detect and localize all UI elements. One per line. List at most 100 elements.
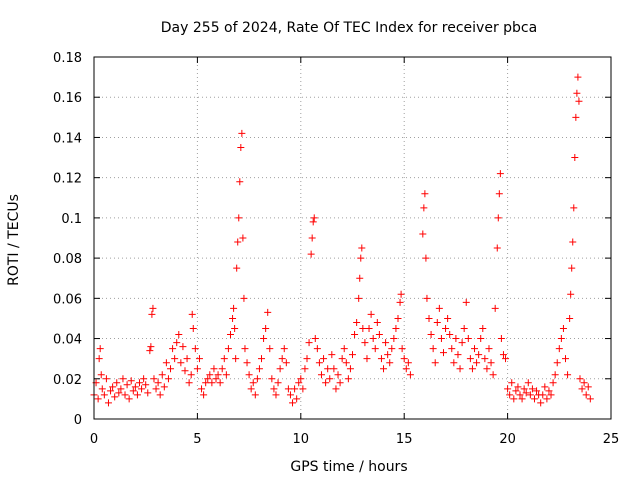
data-point xyxy=(512,387,520,395)
data-point xyxy=(460,325,468,332)
data-point xyxy=(202,379,210,387)
data-point xyxy=(162,359,170,367)
data-point xyxy=(111,393,119,401)
data-point xyxy=(147,343,155,351)
data-point xyxy=(142,381,150,389)
data-point xyxy=(195,355,203,363)
data-point xyxy=(245,371,253,379)
data-point xyxy=(150,375,158,383)
data-point xyxy=(233,264,241,272)
data-point xyxy=(425,314,433,322)
data-point xyxy=(320,355,328,363)
x-tick-label: 0 xyxy=(90,432,98,447)
y-tick-label: 0.18 xyxy=(53,51,82,66)
data-point xyxy=(123,381,131,389)
data-point xyxy=(584,383,592,391)
data-point xyxy=(266,345,274,353)
data-point xyxy=(127,377,135,385)
data-point xyxy=(97,371,105,379)
data-point xyxy=(420,204,428,212)
data-point xyxy=(456,365,464,373)
data-point xyxy=(559,325,567,332)
data-point xyxy=(504,385,512,393)
data-point xyxy=(148,310,156,318)
data-point xyxy=(429,345,437,353)
data-point xyxy=(322,379,330,387)
data-point xyxy=(497,335,505,343)
data-point xyxy=(363,355,371,363)
data-point xyxy=(210,365,218,373)
y-tick-label: 0.02 xyxy=(53,373,82,388)
data-point xyxy=(308,234,316,242)
data-point xyxy=(564,371,572,379)
data-point xyxy=(435,304,443,312)
data-point xyxy=(146,347,154,355)
y-tick-label: 0.16 xyxy=(53,91,82,106)
data-point xyxy=(340,345,348,353)
data-point xyxy=(96,345,104,353)
data-point xyxy=(293,395,301,403)
data-point xyxy=(218,365,226,373)
data-point xyxy=(149,304,157,312)
data-point xyxy=(138,385,146,393)
data-point xyxy=(200,391,208,399)
data-point xyxy=(502,355,510,363)
data-point xyxy=(220,355,228,363)
data-point xyxy=(365,325,373,332)
data-point xyxy=(183,355,191,363)
data-point xyxy=(241,345,249,353)
data-point xyxy=(384,351,392,359)
data-point xyxy=(156,391,164,399)
y-tick-label: 0.04 xyxy=(53,333,82,348)
data-point xyxy=(260,335,268,343)
data-point xyxy=(280,345,288,353)
data-point xyxy=(419,230,427,238)
data-point xyxy=(437,335,445,343)
data-point xyxy=(359,325,367,332)
data-point xyxy=(568,264,576,272)
data-point xyxy=(454,351,462,359)
data-point xyxy=(355,294,363,302)
data-point xyxy=(427,331,435,339)
data-point xyxy=(396,298,404,306)
data-point xyxy=(422,254,430,262)
data-point xyxy=(231,325,239,332)
data-point xyxy=(392,325,400,332)
data-point xyxy=(299,385,307,393)
data-point xyxy=(361,339,369,347)
data-point xyxy=(222,371,230,379)
data-point xyxy=(104,399,112,407)
data-point xyxy=(255,365,263,373)
data-point xyxy=(494,214,502,222)
data-point xyxy=(578,385,586,393)
data-point xyxy=(351,331,359,339)
data-point xyxy=(388,345,396,353)
data-point xyxy=(117,385,125,393)
data-point xyxy=(291,385,299,393)
data-point xyxy=(332,385,340,393)
data-point xyxy=(562,355,570,363)
data-point xyxy=(230,304,238,312)
data-point xyxy=(100,391,108,399)
data-point xyxy=(238,129,246,137)
data-point xyxy=(270,385,278,393)
data-point xyxy=(226,331,234,339)
data-point xyxy=(545,387,553,395)
data-point xyxy=(334,371,342,379)
data-point xyxy=(109,383,117,391)
data-point xyxy=(553,359,561,367)
data-point xyxy=(272,391,280,399)
data-points xyxy=(90,73,594,407)
data-point xyxy=(187,371,195,379)
data-point xyxy=(204,375,212,383)
data-point xyxy=(439,349,447,357)
data-point xyxy=(301,365,309,373)
data-point xyxy=(249,379,257,387)
data-point xyxy=(175,331,183,339)
data-point xyxy=(152,385,160,393)
data-point xyxy=(458,339,466,347)
data-point xyxy=(473,359,481,367)
data-point xyxy=(229,314,237,322)
data-point xyxy=(243,359,251,367)
data-point xyxy=(566,314,574,322)
